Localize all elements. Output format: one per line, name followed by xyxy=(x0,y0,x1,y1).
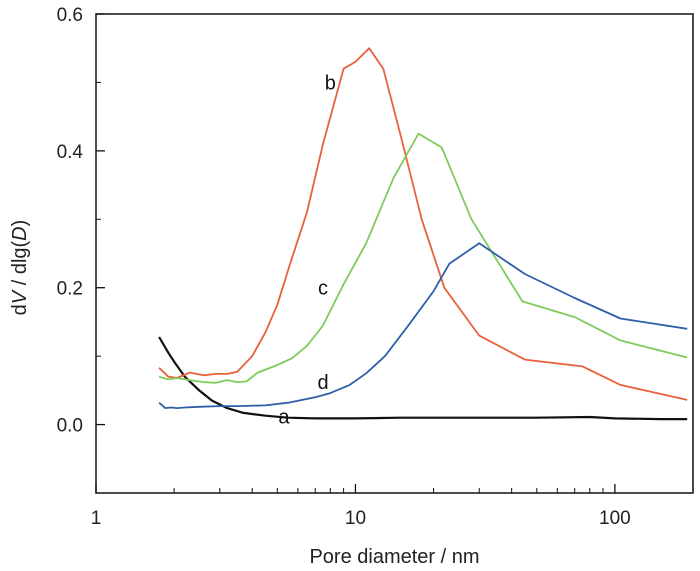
axis-ticks: 1 10 100 0.0 0.2 0.4 0.6 xyxy=(57,5,631,529)
y-axis-label-v: V xyxy=(9,289,31,304)
curve-labels: a b c d xyxy=(278,72,336,428)
y-axis-label-mid: / dlg( xyxy=(9,240,31,290)
curve-label-b: b xyxy=(325,72,336,94)
y-axis-label-prefix: d xyxy=(9,304,31,315)
y-axis-label-d: D xyxy=(9,226,31,240)
series-line-b xyxy=(158,47,688,401)
curve-label-d: d xyxy=(317,372,328,394)
curve-label-a: a xyxy=(278,406,290,428)
y-tick-label: 0.2 xyxy=(57,279,83,300)
series-lines xyxy=(158,47,688,421)
series-line-d xyxy=(158,242,688,410)
y-tick-label: 0.6 xyxy=(57,5,83,26)
x-axis-label: Pore diameter / nm xyxy=(309,546,479,568)
series-line-c xyxy=(158,132,688,384)
y-axis-label-suffix: ) xyxy=(9,220,31,227)
y-tick-label: 0.0 xyxy=(57,416,83,437)
y-axis-label: dV / dlg(D) xyxy=(9,220,31,316)
y-tick-label: 0.4 xyxy=(57,142,84,163)
plot-area-frame xyxy=(95,13,694,494)
x-tick-label: 100 xyxy=(599,508,631,529)
curve-label-c: c xyxy=(318,278,328,300)
x-tick-label: 10 xyxy=(345,508,366,529)
x-tick-label: 1 xyxy=(91,508,102,529)
